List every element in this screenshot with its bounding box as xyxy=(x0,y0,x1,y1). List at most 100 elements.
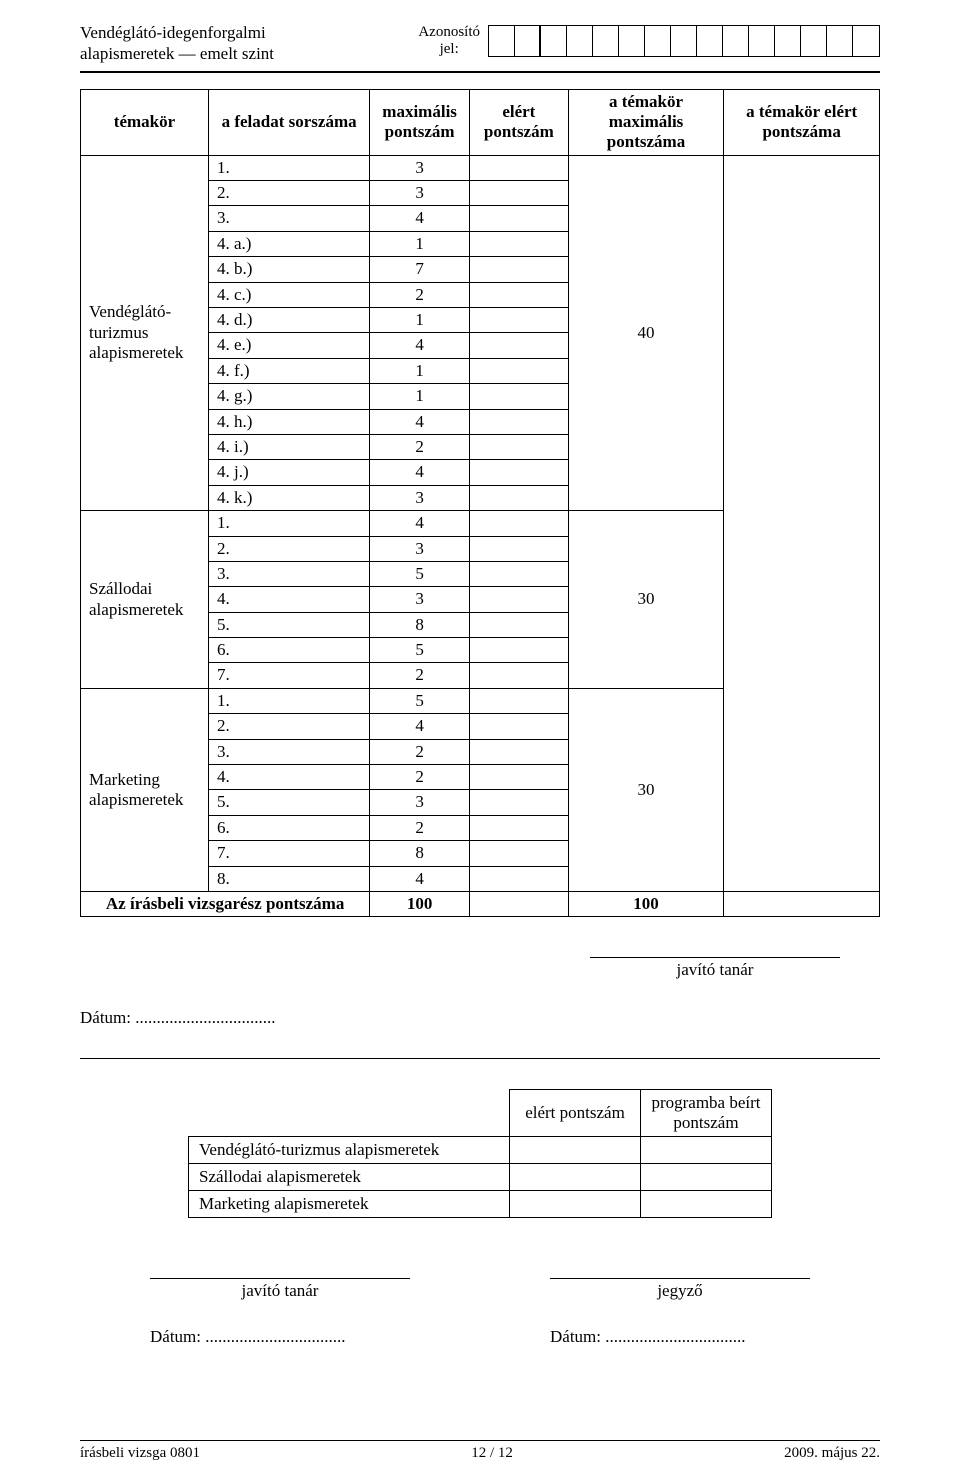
summary-th-elert: elért pontszám xyxy=(510,1090,641,1137)
id-box[interactable] xyxy=(827,26,853,56)
task-achieved-score[interactable] xyxy=(469,739,568,764)
task-achieved-score[interactable] xyxy=(469,765,568,790)
section-name: Marketing alapismeretek xyxy=(81,688,209,891)
summary-achieved[interactable] xyxy=(510,1164,641,1191)
id-box[interactable] xyxy=(567,26,593,56)
task-achieved-score[interactable] xyxy=(469,485,568,510)
id-box[interactable] xyxy=(541,26,567,56)
id-box[interactable] xyxy=(671,26,697,56)
task-achieved-score[interactable] xyxy=(469,282,568,307)
task-label: 5. xyxy=(208,790,369,815)
id-box[interactable] xyxy=(853,26,879,56)
task-label: 4. f.) xyxy=(208,358,369,383)
section-name: Vendéglátó-turizmus alapismeretek xyxy=(81,155,209,510)
summary-entered[interactable] xyxy=(641,1137,772,1164)
task-achieved-score[interactable] xyxy=(469,511,568,536)
task-achieved-score[interactable] xyxy=(469,663,568,688)
footer-rule xyxy=(80,1440,880,1441)
task-max-score: 8 xyxy=(370,612,470,637)
task-max-score: 2 xyxy=(370,282,470,307)
table-header-row: témakör a feladat sorszáma maximális pon… xyxy=(81,89,880,155)
bottom-dates: Dátum: .................................… xyxy=(80,1327,880,1347)
id-box[interactable] xyxy=(723,26,749,56)
id-box[interactable] xyxy=(619,26,645,56)
task-max-score: 3 xyxy=(370,181,470,206)
task-label: 1. xyxy=(208,511,369,536)
task-label: 4. j.) xyxy=(208,460,369,485)
summary-row: Szállodai alapismeretek xyxy=(189,1164,772,1191)
task-achieved-score[interactable] xyxy=(469,688,568,713)
task-max-score: 3 xyxy=(370,485,470,510)
id-boxes xyxy=(488,25,880,57)
azonosito-label-block: Azonosító jel: xyxy=(418,24,480,59)
task-label: 2. xyxy=(208,181,369,206)
task-achieved-score[interactable] xyxy=(469,612,568,637)
task-achieved-score[interactable] xyxy=(469,815,568,840)
task-achieved-score[interactable] xyxy=(469,866,568,891)
total-achieved[interactable] xyxy=(469,892,568,917)
summary-achieved[interactable] xyxy=(510,1191,641,1218)
task-achieved-score[interactable] xyxy=(469,384,568,409)
task-achieved-score[interactable] xyxy=(469,561,568,586)
task-max-score: 7 xyxy=(370,257,470,282)
th-temakor: témakör xyxy=(81,89,209,155)
total-label: Az írásbeli vizsgarész pontszáma xyxy=(81,892,370,917)
task-achieved-score[interactable] xyxy=(469,460,568,485)
task-achieved-score[interactable] xyxy=(469,638,568,663)
bottom-date-left: Dátum: ................................. xyxy=(150,1327,410,1347)
summary-entered[interactable] xyxy=(641,1164,772,1191)
task-achieved-score[interactable] xyxy=(469,308,568,333)
task-achieved-score[interactable] xyxy=(469,409,568,434)
signature-javito-label: javító tanár xyxy=(242,1281,319,1300)
signature-javito: javító tanár xyxy=(150,1278,410,1301)
task-label: 2. xyxy=(208,714,369,739)
task-achieved-score[interactable] xyxy=(469,841,568,866)
task-max-score: 4 xyxy=(370,460,470,485)
task-label: 4. h.) xyxy=(208,409,369,434)
task-max-score: 2 xyxy=(370,765,470,790)
id-box[interactable] xyxy=(697,26,723,56)
id-box[interactable] xyxy=(645,26,671,56)
task-max-score: 2 xyxy=(370,663,470,688)
footer-left: írásbeli vizsga 0801 xyxy=(80,1445,200,1462)
id-box[interactable] xyxy=(749,26,775,56)
task-achieved-score[interactable] xyxy=(469,714,568,739)
summary-achieved[interactable] xyxy=(510,1137,641,1164)
task-achieved-score[interactable] xyxy=(469,155,568,180)
summary-th-programba: programba beírt pontszám xyxy=(641,1090,772,1137)
section-name: Szállodai alapismeretek xyxy=(81,511,209,689)
task-achieved-score[interactable] xyxy=(469,231,568,256)
id-box[interactable] xyxy=(515,26,541,56)
footer-row: írásbeli vizsga 0801 12 / 12 2009. május… xyxy=(80,1445,880,1462)
task-label: 4. xyxy=(208,765,369,790)
task-achieved-score[interactable] xyxy=(469,206,568,231)
header-rule xyxy=(80,71,880,73)
mid-signature-label: javító tanár xyxy=(590,957,840,980)
task-achieved-score[interactable] xyxy=(469,536,568,561)
id-box[interactable] xyxy=(801,26,827,56)
id-box[interactable] xyxy=(775,26,801,56)
task-max-score: 5 xyxy=(370,688,470,713)
signature-line xyxy=(550,1278,810,1279)
task-achieved-score[interactable] xyxy=(469,790,568,815)
task-label: 8. xyxy=(208,866,369,891)
task-achieved-score[interactable] xyxy=(469,358,568,383)
task-max-score: 3 xyxy=(370,155,470,180)
section-achieved-score[interactable] xyxy=(724,155,880,891)
id-box[interactable] xyxy=(593,26,619,56)
id-box[interactable] xyxy=(489,26,515,56)
task-max-score: 4 xyxy=(370,333,470,358)
summary-entered[interactable] xyxy=(641,1191,772,1218)
task-max-score: 4 xyxy=(370,714,470,739)
task-label: 4. d.) xyxy=(208,308,369,333)
summary-row-label: Vendéglátó-turizmus alapismeretek xyxy=(189,1137,510,1164)
summary-empty-cell xyxy=(189,1090,510,1137)
signature-jegyzo: jegyző xyxy=(550,1278,810,1301)
total-section-achieved[interactable] xyxy=(724,892,880,917)
bottom-signatures: javító tanár jegyző xyxy=(80,1278,880,1301)
task-achieved-score[interactable] xyxy=(469,434,568,459)
task-achieved-score[interactable] xyxy=(469,257,568,282)
task-achieved-score[interactable] xyxy=(469,587,568,612)
task-achieved-score[interactable] xyxy=(469,333,568,358)
task-achieved-score[interactable] xyxy=(469,181,568,206)
